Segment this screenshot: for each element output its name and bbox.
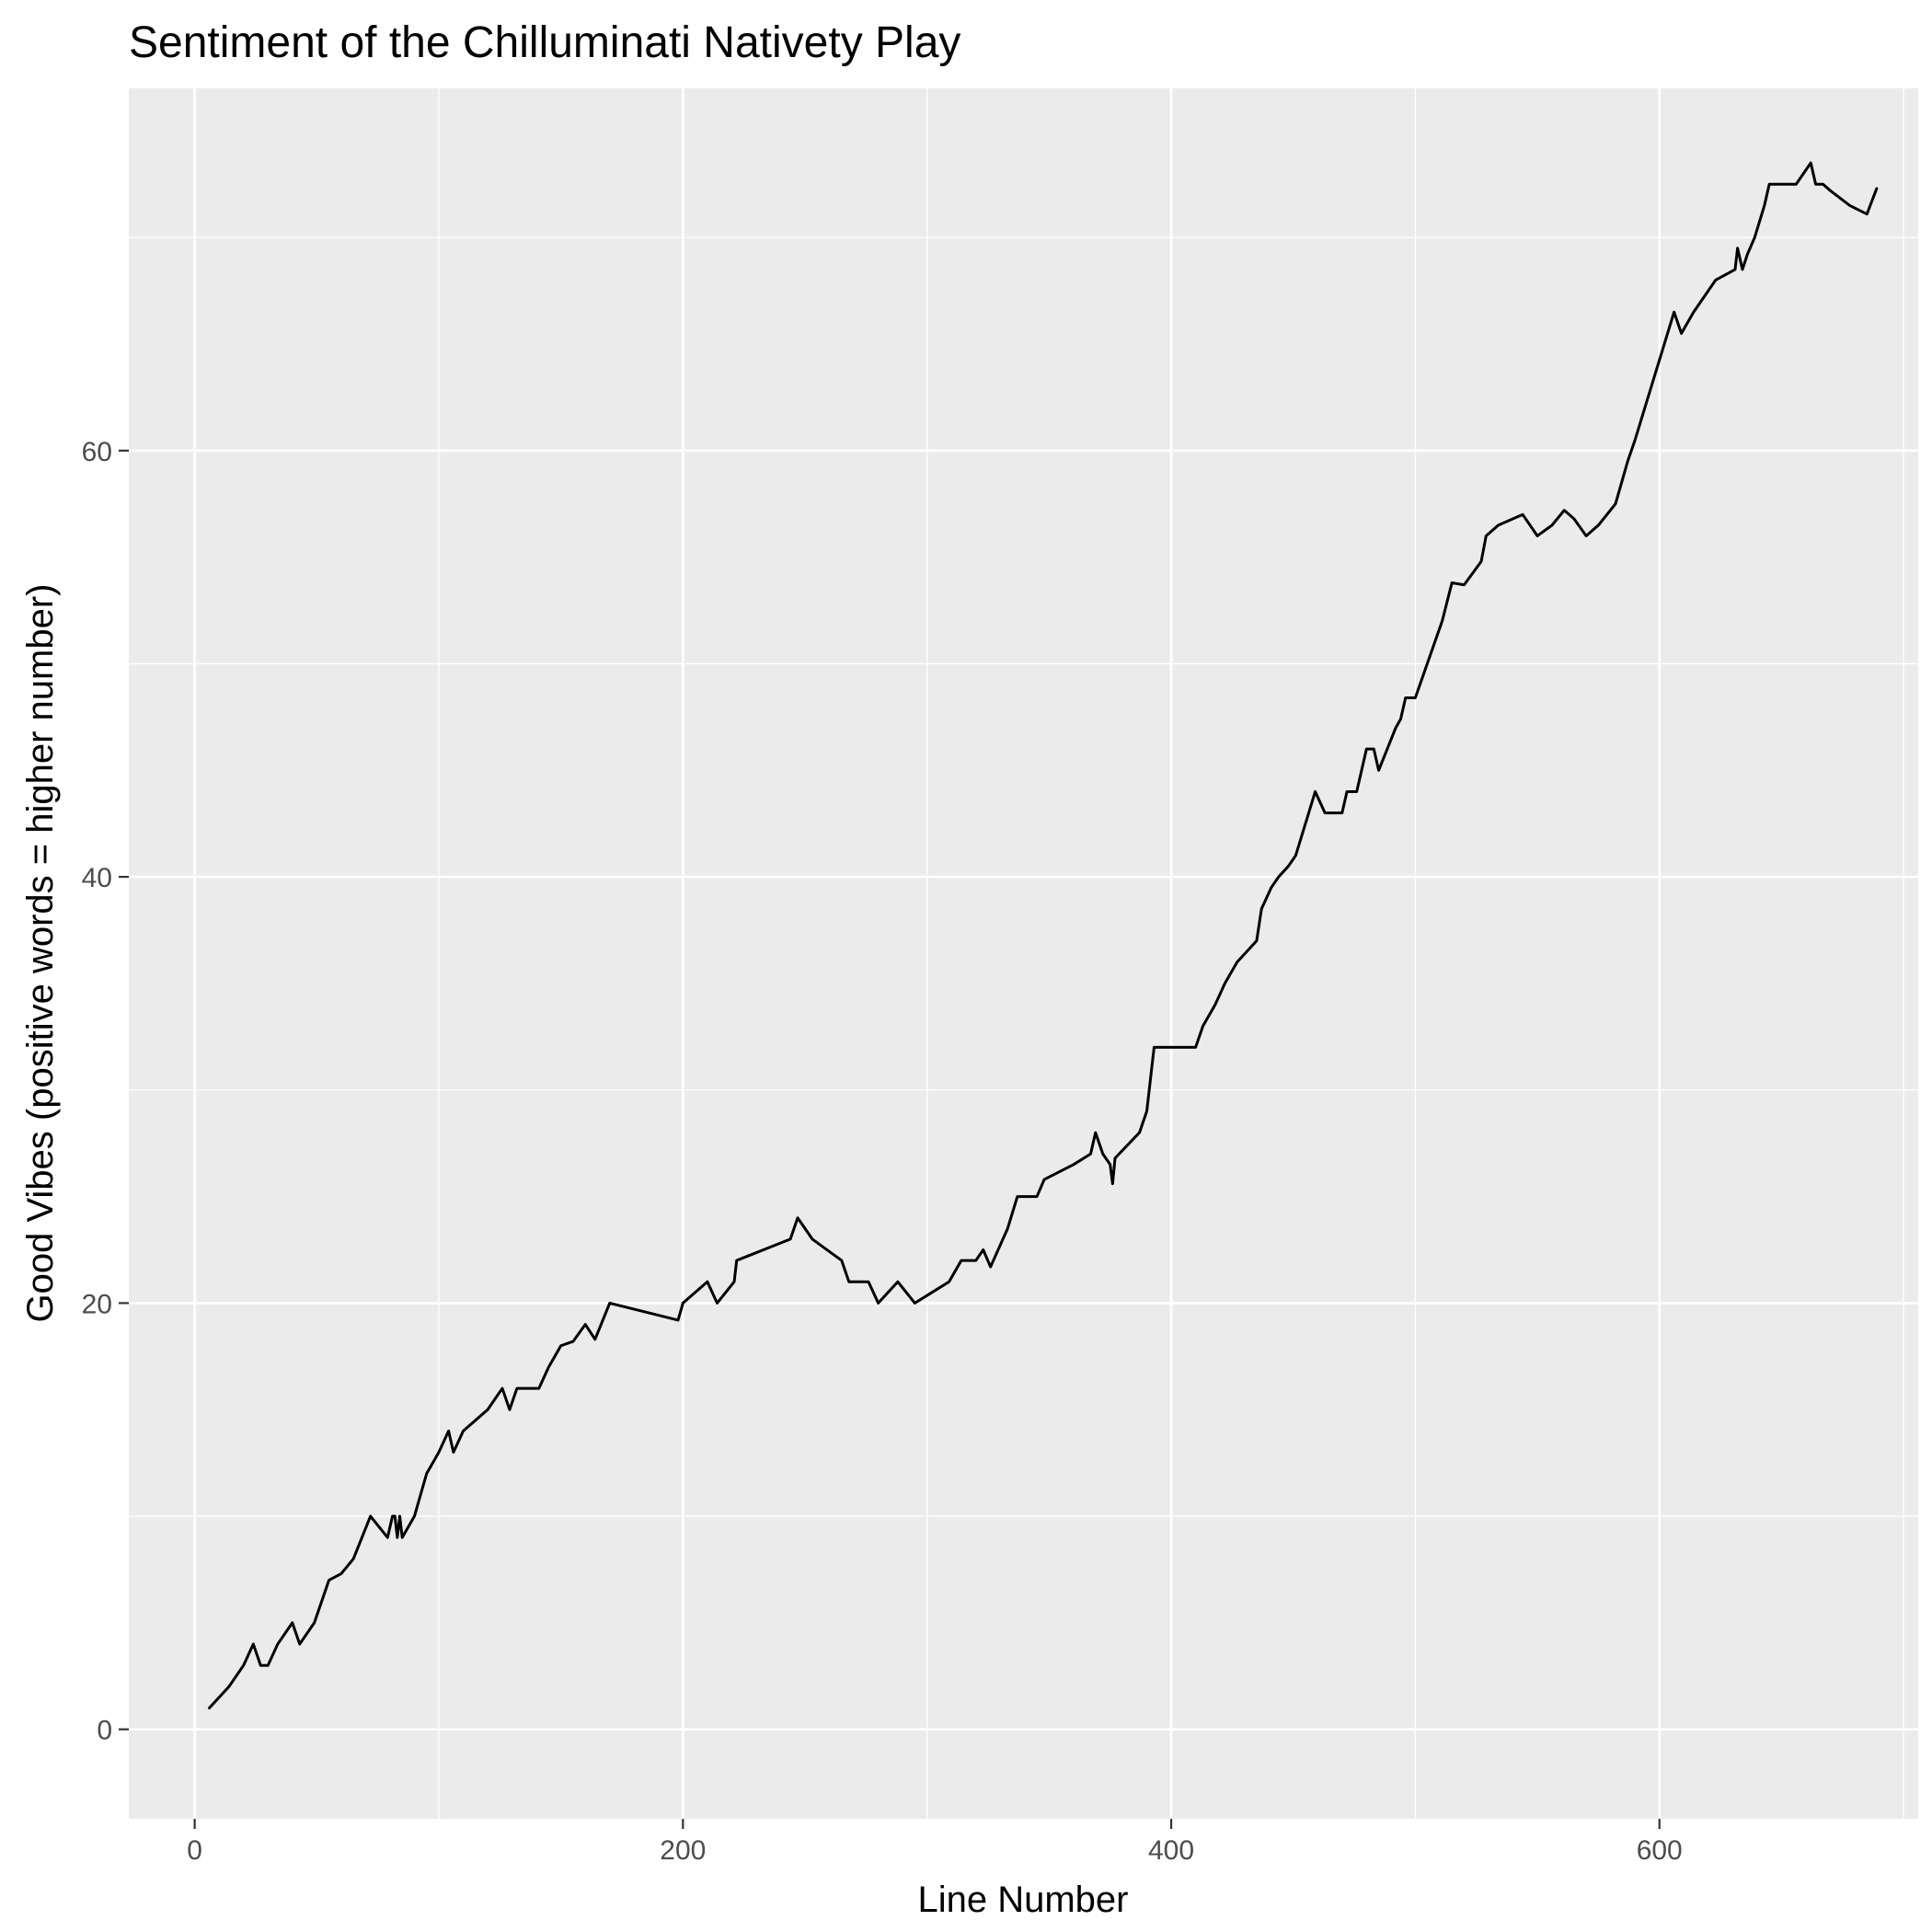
y-tick-label: 20 [82,1289,112,1319]
chart-title: Sentiment of the Chilluminati Nativety P… [129,18,960,67]
x-tick-label: 200 [660,1835,706,1866]
plot-panel [129,88,1918,1819]
y-tick-label: 60 [82,437,112,467]
y-axis: 0 20 40 60 [82,437,129,1746]
x-axis: 0 200 400 600 [187,1819,1683,1866]
y-tick-label: 40 [82,863,112,893]
x-tick-label: 400 [1148,1835,1194,1866]
series-line [208,161,1879,1710]
minor-gridlines [129,88,1918,1819]
x-tick-label: 0 [187,1835,202,1866]
y-tick-label: 0 [97,1716,112,1746]
x-axis-title: Line Number [917,1880,1128,1920]
y-axis-title: Good Vibes (positive words = higher numb… [20,583,61,1322]
major-gridlines [129,88,1918,1819]
x-tick-label: 600 [1637,1835,1683,1866]
